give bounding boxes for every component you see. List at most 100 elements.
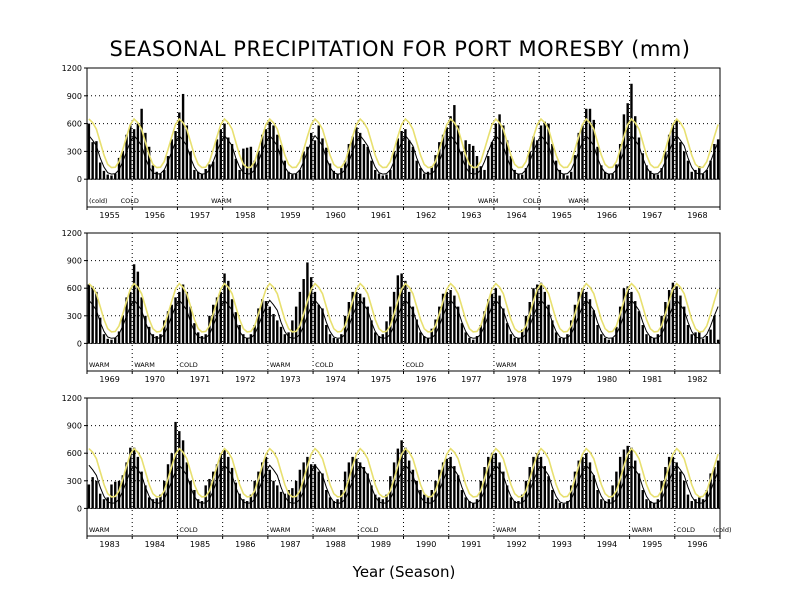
bar — [547, 476, 550, 509]
bar — [313, 291, 317, 344]
bar — [189, 480, 192, 509]
bar — [389, 476, 392, 509]
bar — [257, 151, 260, 180]
bar — [600, 334, 603, 344]
bar — [456, 125, 460, 180]
bar — [298, 169, 302, 180]
bar — [441, 134, 445, 180]
bar — [95, 480, 98, 509]
bar — [611, 337, 614, 344]
bar — [91, 142, 94, 180]
bar — [132, 264, 136, 344]
enso-annotation: COLD — [179, 361, 197, 369]
bar — [125, 462, 128, 509]
bar — [170, 139, 173, 180]
bar — [686, 494, 690, 509]
bar — [679, 142, 682, 180]
bar — [618, 456, 622, 509]
bar — [234, 482, 238, 509]
bar — [370, 485, 373, 509]
bar — [494, 453, 498, 509]
bar — [325, 147, 328, 180]
bar — [287, 171, 290, 180]
upper-line — [88, 117, 719, 169]
enso-annotation: COLD — [121, 197, 139, 205]
bar — [547, 123, 550, 180]
x-tick-label: 1978 — [506, 375, 526, 384]
bar — [554, 499, 558, 509]
bar — [509, 334, 513, 344]
x-tick-label: 1958 — [235, 211, 255, 220]
bar — [249, 334, 253, 344]
x-tick-label: 1957 — [190, 211, 210, 220]
bar — [471, 339, 475, 344]
bar — [268, 306, 271, 344]
bar — [430, 166, 433, 180]
x-tick-label: 1973 — [280, 375, 300, 384]
x-tick-label: 1964 — [506, 211, 526, 220]
bar — [196, 171, 200, 180]
y-tick-label: 300 — [67, 147, 82, 156]
panel-1: 0 300 600 900 1200 1955 1956 1957 1958 1959 1960 19… — [62, 64, 721, 220]
x-tick-label: 1974 — [325, 375, 345, 384]
bar — [351, 291, 354, 344]
bar — [551, 143, 554, 180]
bar — [245, 147, 249, 180]
bar — [487, 456, 490, 509]
bar — [362, 297, 366, 344]
bar — [471, 502, 475, 509]
bar — [634, 301, 637, 344]
bar — [189, 151, 192, 180]
bar — [588, 108, 592, 180]
bar — [159, 173, 162, 180]
bar — [649, 501, 652, 509]
bar — [539, 125, 543, 180]
bar — [294, 306, 298, 344]
bar — [471, 145, 475, 180]
bar — [664, 302, 667, 344]
bar — [592, 119, 595, 180]
bar — [374, 494, 377, 509]
bar — [193, 490, 196, 509]
bar — [159, 494, 162, 509]
bar — [637, 473, 641, 509]
bar — [543, 466, 547, 509]
enso-annotation: WARM — [89, 361, 110, 369]
bar — [630, 291, 633, 344]
bar — [588, 462, 592, 509]
bar — [434, 319, 437, 344]
bar — [566, 334, 569, 344]
bar — [238, 493, 241, 509]
bar — [317, 125, 320, 180]
bar — [536, 284, 539, 344]
bar — [106, 174, 109, 180]
bar — [98, 162, 102, 180]
bar — [645, 334, 648, 344]
bar — [385, 494, 388, 509]
bar — [407, 291, 411, 344]
bar — [200, 336, 204, 344]
bar — [498, 114, 501, 180]
bar — [430, 328, 433, 344]
bar — [460, 323, 464, 344]
enso-annotation: (cold) — [713, 526, 732, 534]
enso-annotation: WARM — [496, 361, 517, 369]
bar — [309, 132, 313, 180]
bar — [456, 306, 460, 344]
bar — [102, 170, 106, 180]
bar — [336, 173, 339, 180]
enso-annotation: WARM — [89, 526, 110, 534]
bar — [321, 138, 324, 180]
bar — [596, 490, 599, 509]
bar — [460, 490, 464, 509]
bar — [185, 462, 189, 509]
bar — [325, 325, 328, 344]
enso-annotation: WARM — [496, 526, 517, 534]
bar — [483, 467, 486, 509]
bar — [645, 165, 648, 180]
bar — [630, 447, 633, 509]
bar — [419, 168, 422, 180]
bar — [332, 337, 336, 344]
bar — [577, 460, 580, 509]
bar — [279, 326, 283, 344]
